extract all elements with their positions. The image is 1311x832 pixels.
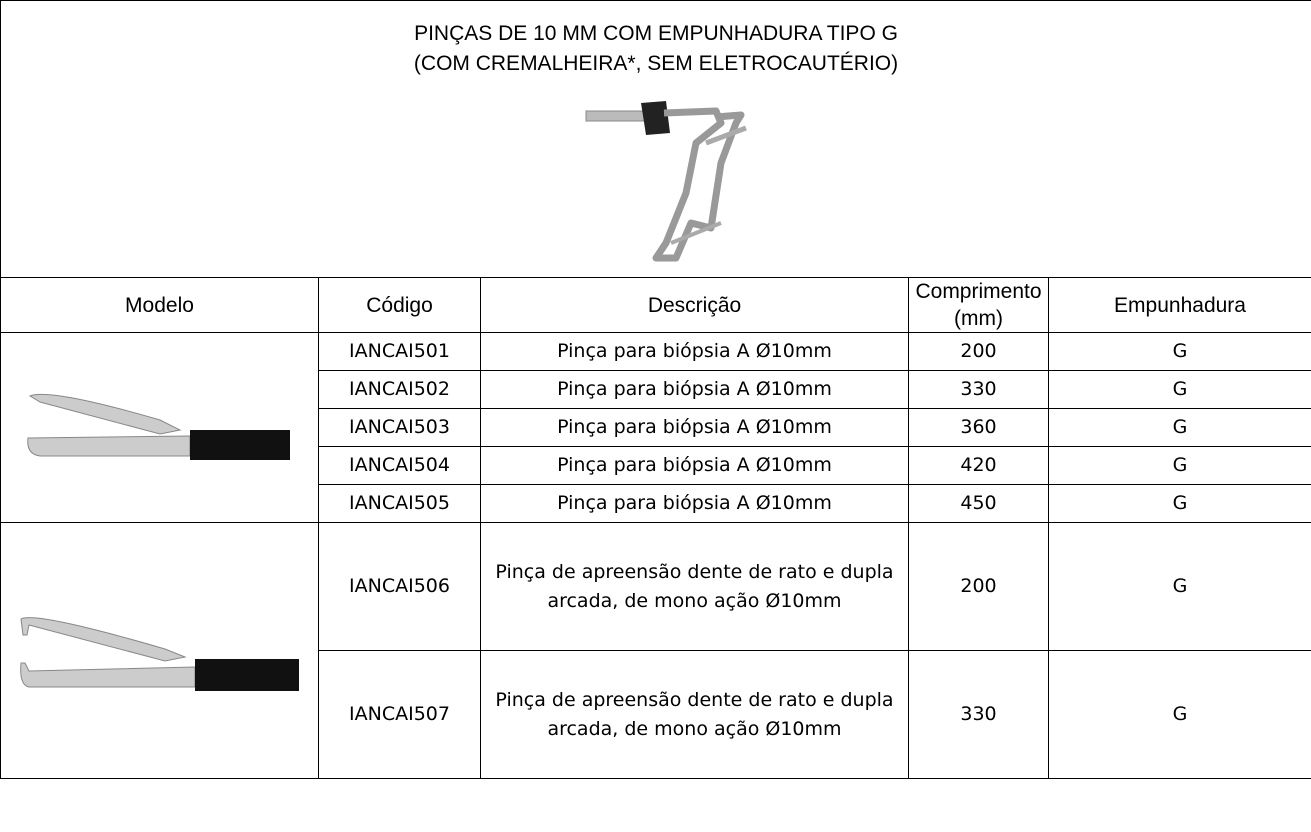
handle-type: G [1047,484,1311,523]
code: IANCAI501 [318,332,481,371]
length: 200 [908,522,1049,651]
handle-type: G [1047,522,1311,651]
handle-type: G [1047,650,1311,779]
handle-image [585,101,747,262]
description: Pinça para biópsia A Ø10mm [480,484,909,523]
data-row: IANCAI506 Pinça de apreensão dente de rat… [0,522,1311,779]
column-header: Descrição [480,277,909,333]
model-cell [0,522,319,779]
data-row: IANCAI504 Pinça para biópsia A Ø10mm 420 G [1,446,1311,485]
model-cell [0,332,319,523]
biopsy-forceps-image [26,393,290,460]
title-line: (COM CREMALHEIRA*, SEM ELETROCAUTÉRIO) [413,52,899,75]
data-row: IANCAI503 Pinça para biópsia A Ø10mm 360 G [1,408,1311,447]
code: IANCAI504 [318,446,481,485]
data-row: IANCAI502 Pinça para biópsia A Ø10mm 330 G [1,370,1311,409]
length: 330 [908,370,1049,409]
description: Pinça para biópsia A Ø10mm [480,446,909,485]
code: IANCAI505 [318,484,481,523]
length: 420 [908,446,1049,485]
grasping-forceps-image [19,617,299,691]
data-row: IANCAI501 Pinça para biópsia A Ø10mm 200 G [0,332,1311,523]
handle-type: G [1047,370,1311,409]
column-header: Modelo [0,277,319,333]
column-header: Empunhadura [1047,277,1311,333]
code: IANCAI503 [318,408,481,447]
length: 200 [908,332,1049,371]
description: Pinça para biópsia A Ø10mm [480,408,909,447]
code: IANCAI507 [318,650,481,779]
handle-type: G [1047,408,1311,447]
column-header: Código [318,277,481,333]
title-line: PINÇAS DE 10 MM COM EMPUNHADURA TIPO G [414,22,898,45]
handle-type: G [1047,446,1311,485]
column-header: Comprimento (mm) [908,277,1049,333]
description: Pinça de apreensão dente de rato e dupla… [480,650,909,779]
code: IANCAI506 [318,522,481,651]
data-row: IANCAI507 Pinça de apreensão dente de rat… [1,650,1311,779]
description: Pinça para biópsia A Ø10mm [480,332,909,371]
code: IANCAI502 [318,370,481,409]
handle-type: G [1047,332,1311,371]
title-cell: PINÇAS DE 10 MM COM EMPUNHADURA TIPO G (… [0,0,1311,278]
header-row: Modelo Código Descrição Comprimento (mm) Emp… [0,277,1311,333]
product-table: PINÇAS DE 10 MM COM EMPUNHADURA TIPO G (… [0,0,1311,779]
length: 450 [908,484,1049,523]
length: 330 [908,650,1049,779]
description: Pinça de apreensão dente de rato e dupla… [480,522,909,651]
length: 360 [908,408,1049,447]
description: Pinça para biópsia A Ø10mm [480,370,909,409]
